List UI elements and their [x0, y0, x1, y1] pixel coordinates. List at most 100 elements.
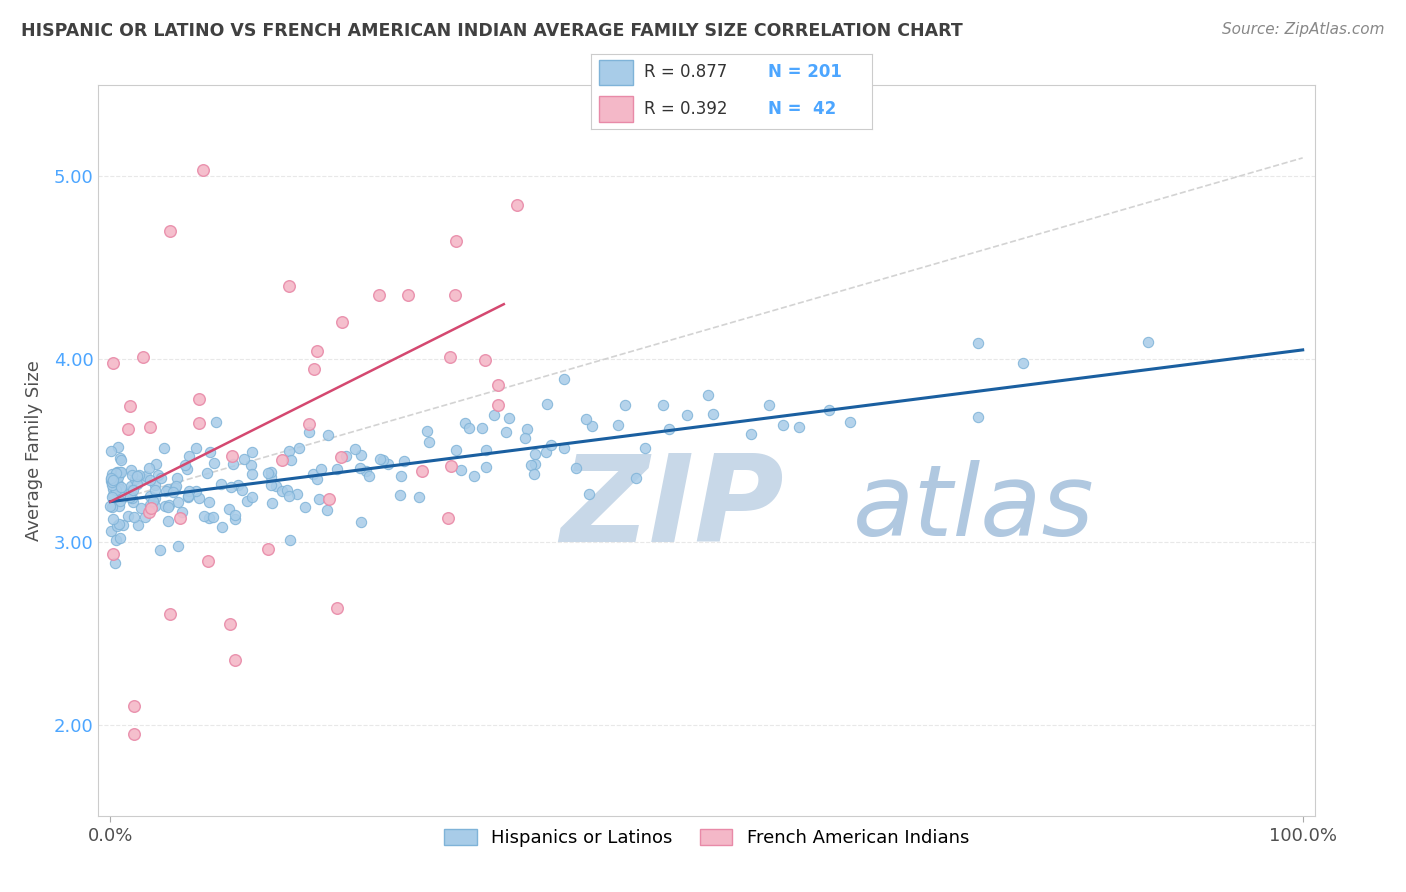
Point — [100, 475, 122, 489]
Point — [325, 462, 347, 476]
Point — [486, 398, 509, 412]
Point — [239, 458, 262, 472]
Point — [436, 511, 458, 525]
Point — [224, 512, 246, 526]
Point — [444, 442, 467, 457]
Point — [613, 398, 636, 412]
Point — [301, 467, 323, 481]
Point — [224, 508, 246, 522]
Point — [129, 501, 152, 516]
Point — [117, 422, 139, 436]
Point — [371, 453, 394, 467]
Point — [105, 466, 128, 480]
Point — [110, 480, 132, 494]
Point — [302, 361, 325, 376]
Point — [368, 288, 391, 302]
Point — [316, 502, 339, 516]
Point — [177, 490, 200, 504]
Legend: Hispanics or Latinos, French American Indians: Hispanics or Latinos, French American In… — [437, 822, 976, 855]
Point — [195, 466, 218, 480]
Point — [240, 490, 263, 504]
Point — [149, 543, 172, 558]
Point — [221, 449, 243, 463]
Point — [233, 451, 256, 466]
Point — [316, 428, 339, 442]
Point — [153, 499, 176, 513]
Point — [162, 485, 184, 500]
Point — [394, 454, 416, 468]
Point — [318, 491, 340, 506]
Point — [740, 427, 762, 442]
Point — [132, 472, 155, 486]
Point — [193, 509, 215, 524]
Point — [235, 493, 257, 508]
Point — [575, 412, 598, 426]
Point — [187, 416, 209, 430]
Point — [117, 508, 139, 523]
Text: ZIP: ZIP — [561, 450, 785, 567]
Point — [658, 422, 681, 436]
Point — [471, 421, 494, 435]
Point — [104, 556, 127, 570]
Point — [652, 398, 675, 412]
Point — [118, 490, 141, 504]
Point — [108, 516, 131, 531]
Point — [100, 444, 122, 458]
Point — [103, 547, 125, 561]
Point — [100, 470, 122, 484]
Point — [285, 486, 308, 500]
Point — [121, 467, 143, 482]
Point — [967, 336, 990, 351]
Point — [111, 518, 134, 533]
Point — [450, 463, 472, 477]
Point — [349, 461, 371, 475]
Point — [308, 492, 330, 507]
Point — [624, 471, 647, 485]
Point — [110, 482, 132, 496]
Point — [209, 477, 232, 491]
Point — [506, 198, 529, 212]
Point — [145, 458, 167, 472]
Point — [107, 469, 129, 483]
Point — [202, 456, 225, 470]
Point — [702, 407, 724, 421]
Point — [259, 470, 281, 484]
Point — [101, 512, 124, 526]
Point — [120, 463, 142, 477]
Point — [100, 472, 122, 486]
Point — [257, 542, 280, 557]
Point — [224, 653, 246, 667]
Point — [534, 444, 557, 458]
Point — [187, 392, 209, 406]
Point — [127, 477, 149, 491]
Point — [122, 699, 145, 714]
Point — [271, 453, 294, 467]
Point — [357, 469, 380, 483]
Point — [101, 490, 124, 504]
Point — [107, 440, 129, 454]
Point — [124, 472, 146, 486]
Point — [139, 420, 162, 434]
Point — [108, 467, 131, 481]
Point — [184, 484, 207, 499]
Point — [120, 483, 142, 498]
Point — [222, 457, 245, 471]
Point — [139, 501, 162, 516]
Point — [122, 483, 145, 497]
Point — [107, 465, 129, 479]
Point — [264, 479, 287, 493]
Point — [122, 509, 145, 524]
Point — [179, 449, 201, 463]
Point — [138, 474, 160, 488]
Point — [498, 411, 520, 425]
Point — [200, 445, 222, 459]
Point — [325, 600, 347, 615]
Point — [486, 377, 509, 392]
Point — [536, 397, 558, 411]
Point — [149, 470, 172, 484]
Point — [818, 403, 841, 417]
Point — [139, 490, 162, 504]
Point — [198, 510, 221, 524]
Point — [607, 417, 630, 432]
Point — [172, 506, 194, 520]
